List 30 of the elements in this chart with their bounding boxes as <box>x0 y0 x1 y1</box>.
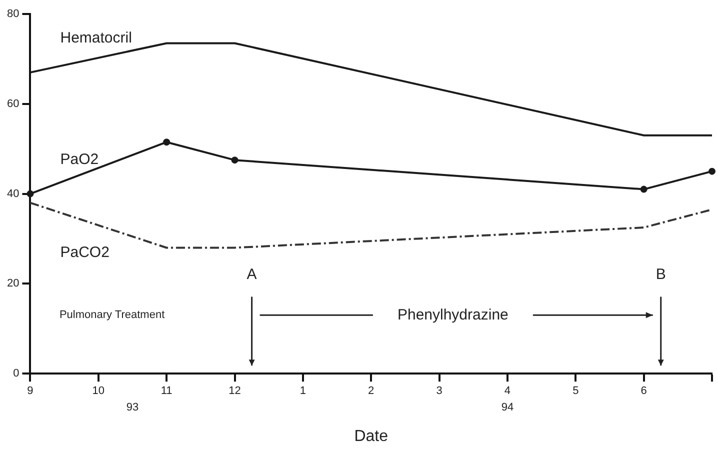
x-tick-label: 12 <box>228 385 241 398</box>
x-tick-label: 6 <box>640 385 647 398</box>
point <box>163 138 170 146</box>
x-tick-label: 10 <box>92 385 105 398</box>
annotation: Pulmonary Treatment <box>59 309 165 322</box>
point <box>26 190 34 198</box>
series-label: PaCO2 <box>60 244 110 261</box>
x-tick-label: 4 <box>504 385 511 398</box>
series-label: PaO2 <box>60 150 99 168</box>
y-tick-label: 60 <box>6 98 20 110</box>
point <box>231 156 238 164</box>
text: 93 <box>126 402 139 414</box>
text: 94 <box>501 402 514 414</box>
x-tick-label: 3 <box>436 385 442 398</box>
point <box>640 186 648 193</box>
annotation: Phenylhydrazine <box>397 306 508 324</box>
y-tick-label: 0 <box>13 368 20 380</box>
x-tick-label: 11 <box>160 385 172 398</box>
x-tick-label: 5 <box>572 385 579 398</box>
x-tick-label: 1 <box>300 385 306 398</box>
annotation: B <box>656 266 666 283</box>
annotation: A <box>246 266 257 283</box>
series-label: Hematocril <box>60 30 132 47</box>
y-tick-label: 80 <box>6 8 20 20</box>
x-tick-label: 2 <box>368 385 374 398</box>
x-tick-label: 9 <box>27 385 34 398</box>
y-tick-label: 20 <box>6 278 20 290</box>
x-axis-title: Date <box>354 428 388 445</box>
point <box>708 168 716 175</box>
y-tick-label: 40 <box>6 188 20 200</box>
